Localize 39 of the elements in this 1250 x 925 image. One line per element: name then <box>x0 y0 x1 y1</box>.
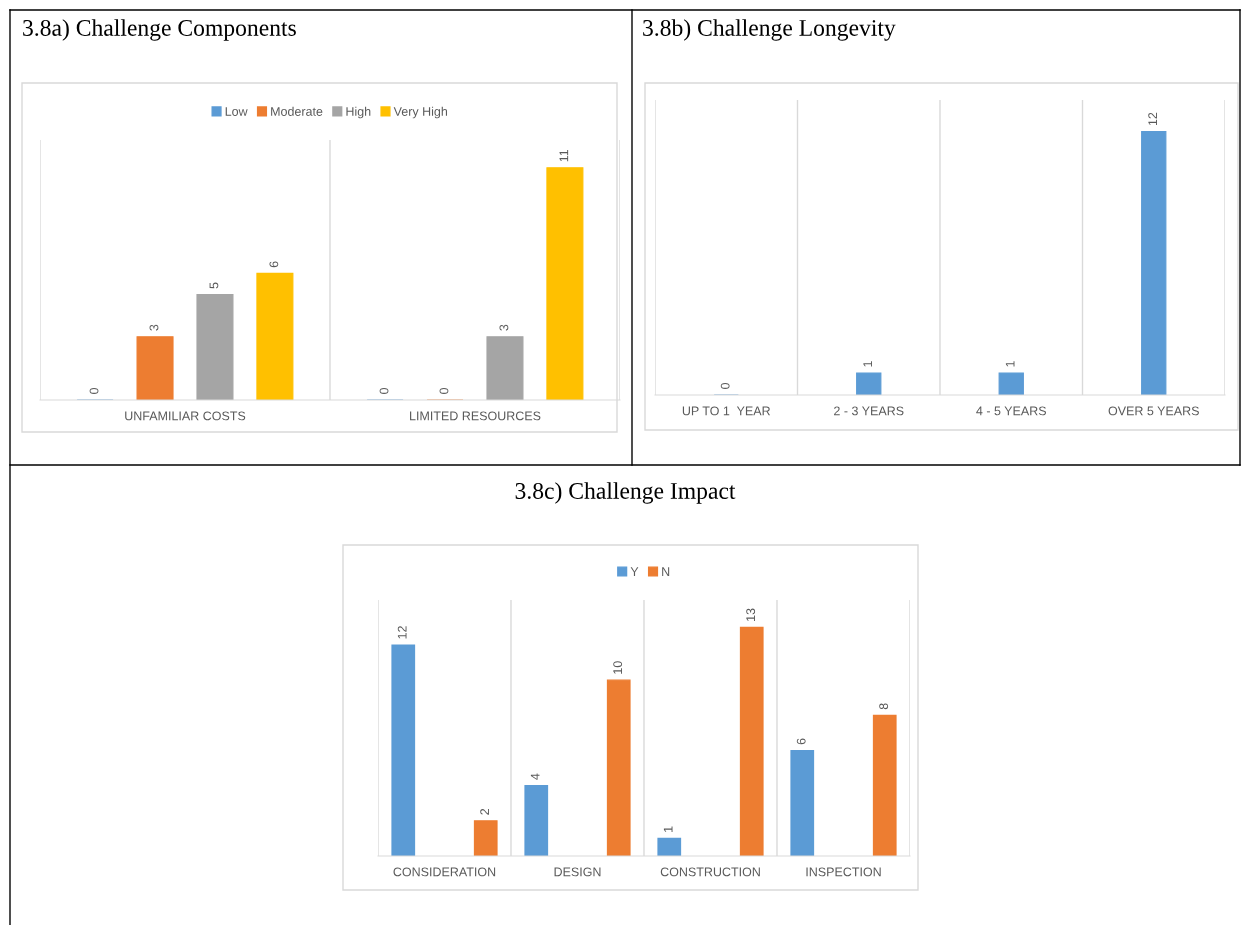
legend-label: Very High <box>393 106 448 119</box>
x-tick-label: INSPECTION <box>806 867 881 877</box>
data-label: 11 <box>559 149 569 162</box>
legend-label: Moderate <box>271 106 323 116</box>
legend-label: Y <box>630 567 639 576</box>
legend-label: Low <box>225 107 248 116</box>
data-label: 0 <box>379 387 389 394</box>
x-tick-label: DESIGN <box>554 867 601 877</box>
x-tick-label: 4 - 5 YEARS <box>976 406 1046 416</box>
data-label: 1 <box>1005 361 1015 367</box>
x-tick-label: LIMITED RESOURCES <box>410 411 541 421</box>
data-label: 1 <box>663 826 673 832</box>
data-label: 3 <box>499 324 509 331</box>
chart-title: 3.8c) Challenge Impact <box>515 482 736 504</box>
data-label: 2 <box>480 808 489 815</box>
legend-label: N <box>662 567 670 576</box>
data-label: 5 <box>209 282 219 289</box>
x-tick-label: 2 - 3 YEARS <box>834 406 904 416</box>
legend-label: High <box>346 106 371 119</box>
x-tick-label: OVER 5 YEARS <box>1108 406 1199 416</box>
data-label: 6 <box>269 261 279 268</box>
data-label: 0 <box>439 387 449 394</box>
data-label: 0 <box>720 382 730 389</box>
x-tick-label: CONSTRUCTION <box>660 867 760 877</box>
chart-title: 3.8b) Challenge Longevity <box>643 19 896 41</box>
data-label: 12 <box>1148 112 1157 126</box>
data-label: 12 <box>397 626 407 639</box>
x-tick-label: UP TO 1 YEAR <box>682 406 771 416</box>
x-tick-label: UNFAMILIAR COSTS <box>125 411 246 421</box>
data-label: 6 <box>796 738 806 745</box>
data-label: 3 <box>149 324 159 331</box>
x-tick-label: CONSIDERATION <box>393 867 496 877</box>
data-label: 0 <box>89 387 99 394</box>
data-label: 10 <box>613 661 623 674</box>
chart-title: 3.8a) Challenge Components <box>23 19 296 41</box>
data-label: 13 <box>746 608 756 621</box>
data-label: 8 <box>879 703 889 710</box>
data-label: 1 <box>863 361 872 367</box>
data-label: 4 <box>530 773 540 780</box>
